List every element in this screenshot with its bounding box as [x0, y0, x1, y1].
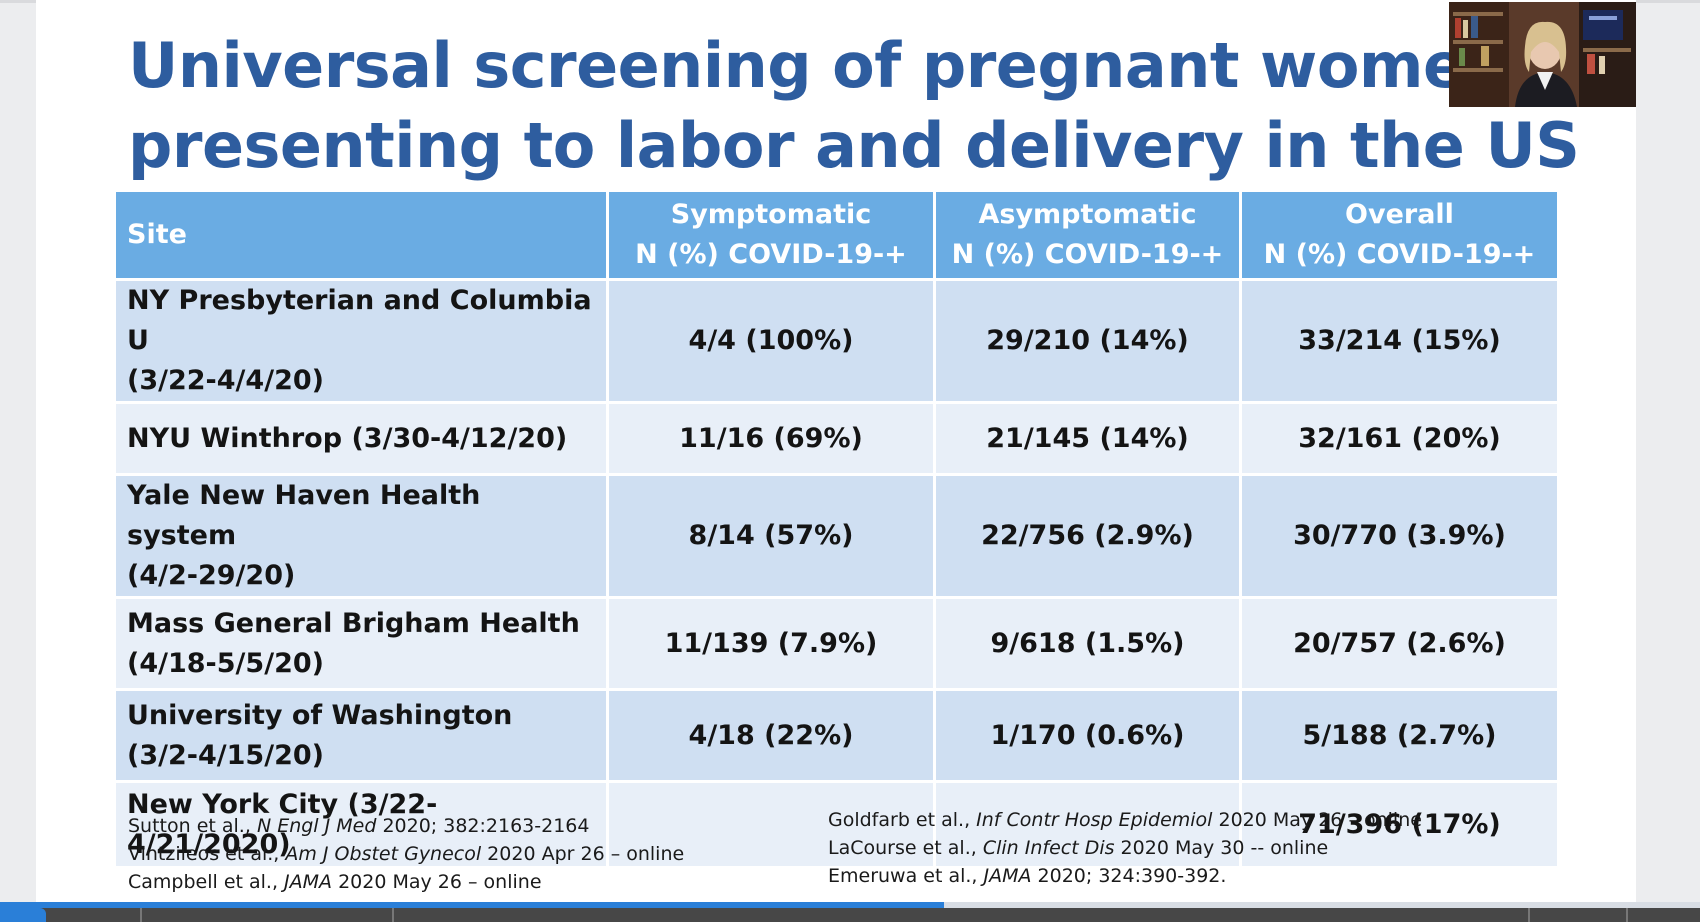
- asymptomatic-cell: 9/618 (1.5%): [936, 599, 1242, 691]
- reference-authors: Vintzileos et al.,: [128, 843, 286, 865]
- presenter-video-frame: [1449, 2, 1636, 107]
- reference-journal: Clin Infect Dis: [982, 837, 1115, 859]
- table-header-row: Site Symptomatic N (%) COVID-19-+ Asympt…: [116, 192, 1557, 281]
- header-site: Site: [116, 192, 609, 281]
- reference-item: Goldfarb et al., Inf Contr Hosp Epidemio…: [828, 806, 1422, 834]
- overall-cell: 33/214 (15%): [1242, 281, 1557, 404]
- presenter-webcam-thumbnail[interactable]: [1449, 2, 1636, 107]
- reference-details: 2020 Apr 26 – online: [481, 843, 685, 865]
- symptomatic-cell: 4/4 (100%): [609, 281, 936, 404]
- symptomatic-cell: 4/18 (22%): [609, 691, 936, 783]
- reference-journal: N Engl J Med: [256, 815, 377, 837]
- symptomatic-cell: [609, 783, 936, 869]
- header-overall-line-1: Overall: [1345, 199, 1454, 230]
- reference-details: 2020 May 26 – online: [1212, 809, 1422, 831]
- screening-results-table: Site Symptomatic N (%) COVID-19-+ Asympt…: [116, 192, 1557, 869]
- reference-details: 2020 May 26 – online: [332, 871, 542, 893]
- site-name: University of Washington: [127, 699, 513, 731]
- slide-title: Universal screening of pregnant women pr…: [128, 26, 1580, 186]
- reference-journal: JAMA: [983, 865, 1032, 887]
- overall-cell: 71/396 (17%): [1242, 783, 1557, 869]
- header-symptomatic-line-1: Symptomatic: [670, 199, 872, 230]
- asymptomatic-cell: 21/145 (14%): [936, 404, 1242, 476]
- reference-journal: Am J Obstet Gynecol: [285, 843, 482, 865]
- symptomatic-cell: 11/139 (7.9%): [609, 599, 936, 691]
- taskbar-active-item[interactable]: [0, 908, 46, 922]
- site-dates: (3/22-4/4/20): [127, 365, 324, 396]
- table-row-yale-new-haven: Yale New Haven Health system (4/2-29/20)…: [116, 476, 1557, 599]
- header-symptomatic: Symptomatic N (%) COVID-19-+: [609, 192, 936, 281]
- reference-details: 2020; 382:2163-2164: [376, 815, 590, 837]
- site-cell: University of Washington (3/2-4/15/20): [116, 691, 609, 783]
- overall-cell: 5/188 (2.7%): [1242, 691, 1557, 783]
- symptomatic-cell: 11/16 (69%): [609, 404, 936, 476]
- site-cell: Mass General Brigham Health (4/18-5/5/20…: [116, 599, 609, 691]
- site-cell: Yale New Haven Health system (4/2-29/20): [116, 476, 609, 599]
- reference-authors: Emeruwa et al.,: [828, 865, 984, 887]
- asymptomatic-cell: [936, 783, 1242, 869]
- table-row-ny-presbyterian: NY Presbyterian and Columbia U (3/22-4/4…: [116, 281, 1557, 404]
- table-row-university-of-washington: University of Washington (3/2-4/15/20) 4…: [116, 691, 1557, 783]
- site-name: Yale New Haven Health system: [127, 480, 481, 551]
- reference-journal: Inf Contr Hosp Epidemiol: [976, 809, 1213, 831]
- asymptomatic-cell: 29/210 (14%): [936, 281, 1242, 404]
- header-symptomatic-line-2: N (%) COVID-19-+: [635, 239, 907, 270]
- table-row-nyu-winthrop: NYU Winthrop (3/30-4/12/20) 11/16 (69%) …: [116, 404, 1557, 476]
- site-cell: NYU Winthrop (3/30-4/12/20): [116, 404, 609, 476]
- header-asymptomatic: Asymptomatic N (%) COVID-19-+: [936, 192, 1242, 281]
- reference-details: 2020; 324:390-392.: [1031, 865, 1227, 887]
- slide-title-line-2: presenting to labor and delivery in the …: [128, 109, 1580, 182]
- table-row-mass-general-brigham: Mass General Brigham Health (4/18-5/5/20…: [116, 599, 1557, 691]
- overall-cell: 32/161 (20%): [1242, 404, 1557, 476]
- references-left: Sutton et al., N Engl J Med 2020; 382:21…: [128, 812, 684, 896]
- taskbar-tab[interactable]: [392, 908, 1528, 922]
- reference-item: Sutton et al., N Engl J Med 2020; 382:21…: [128, 812, 684, 840]
- site-name: New York City (3/22-4/21/2020): [127, 788, 438, 860]
- header-asymptomatic-line-2: N (%) COVID-19-+: [951, 239, 1224, 270]
- header-overall-line-2: N (%) COVID-19-+: [1263, 239, 1536, 270]
- header-asymptomatic-line-1: Asymptomatic: [978, 199, 1197, 230]
- symptomatic-cell: 8/14 (57%): [609, 476, 936, 599]
- video-progress-fill: [0, 902, 944, 908]
- taskbar-tab[interactable]: [1528, 908, 1626, 922]
- reference-item: Emeruwa et al., JAMA 2020; 324:390-392.: [828, 862, 1422, 890]
- reference-item: LaCourse et al., Clin Infect Dis 2020 Ma…: [828, 834, 1422, 862]
- taskbar-tab[interactable]: [140, 908, 392, 922]
- overall-cell: 30/770 (3.9%): [1242, 476, 1557, 599]
- site-name: NYU Winthrop (3/30-4/12/20): [127, 422, 568, 454]
- asymptomatic-cell: 22/756 (2.9%): [936, 476, 1242, 599]
- reference-authors: LaCourse et al.,: [828, 837, 983, 859]
- site-cell: New York City (3/22-4/21/2020): [116, 783, 609, 869]
- slide-title-line-1: Universal screening of pregnant women: [128, 29, 1509, 102]
- references-right: Goldfarb et al., Inf Contr Hosp Epidemio…: [828, 806, 1422, 890]
- video-progress-bar[interactable]: [0, 902, 1700, 908]
- site-dates: (3/2-4/15/20): [127, 739, 324, 771]
- reference-journal: JAMA: [284, 871, 333, 893]
- site-cell: NY Presbyterian and Columbia U (3/22-4/4…: [116, 281, 609, 404]
- taskbar-tab[interactable]: [1626, 908, 1700, 922]
- asymptomatic-cell: 1/170 (0.6%): [936, 691, 1242, 783]
- site-dates: (4/2-29/20): [127, 560, 296, 591]
- site-name: NY Presbyterian and Columbia U: [127, 285, 592, 356]
- header-site-label: Site: [127, 219, 187, 250]
- reference-authors: Campbell et al.,: [128, 871, 285, 893]
- reference-item: Campbell et al., JAMA 2020 May 26 – onli…: [128, 868, 684, 896]
- reference-details: 2020 May 30 -- online: [1114, 837, 1329, 859]
- overall-cell: 20/757 (2.6%): [1242, 599, 1557, 691]
- reference-authors: Goldfarb et al.,: [828, 809, 977, 831]
- site-name: Mass General Brigham Health: [127, 607, 580, 639]
- reference-authors: Sutton et al.,: [128, 815, 257, 837]
- reference-item: Vintzileos et al., Am J Obstet Gynecol 2…: [128, 840, 684, 868]
- header-overall: Overall N (%) COVID-19-+: [1242, 192, 1557, 281]
- table-row-new-york-city: New York City (3/22-4/21/2020) 71/396 (1…: [116, 783, 1557, 869]
- site-dates: (4/18-5/5/20): [127, 647, 324, 679]
